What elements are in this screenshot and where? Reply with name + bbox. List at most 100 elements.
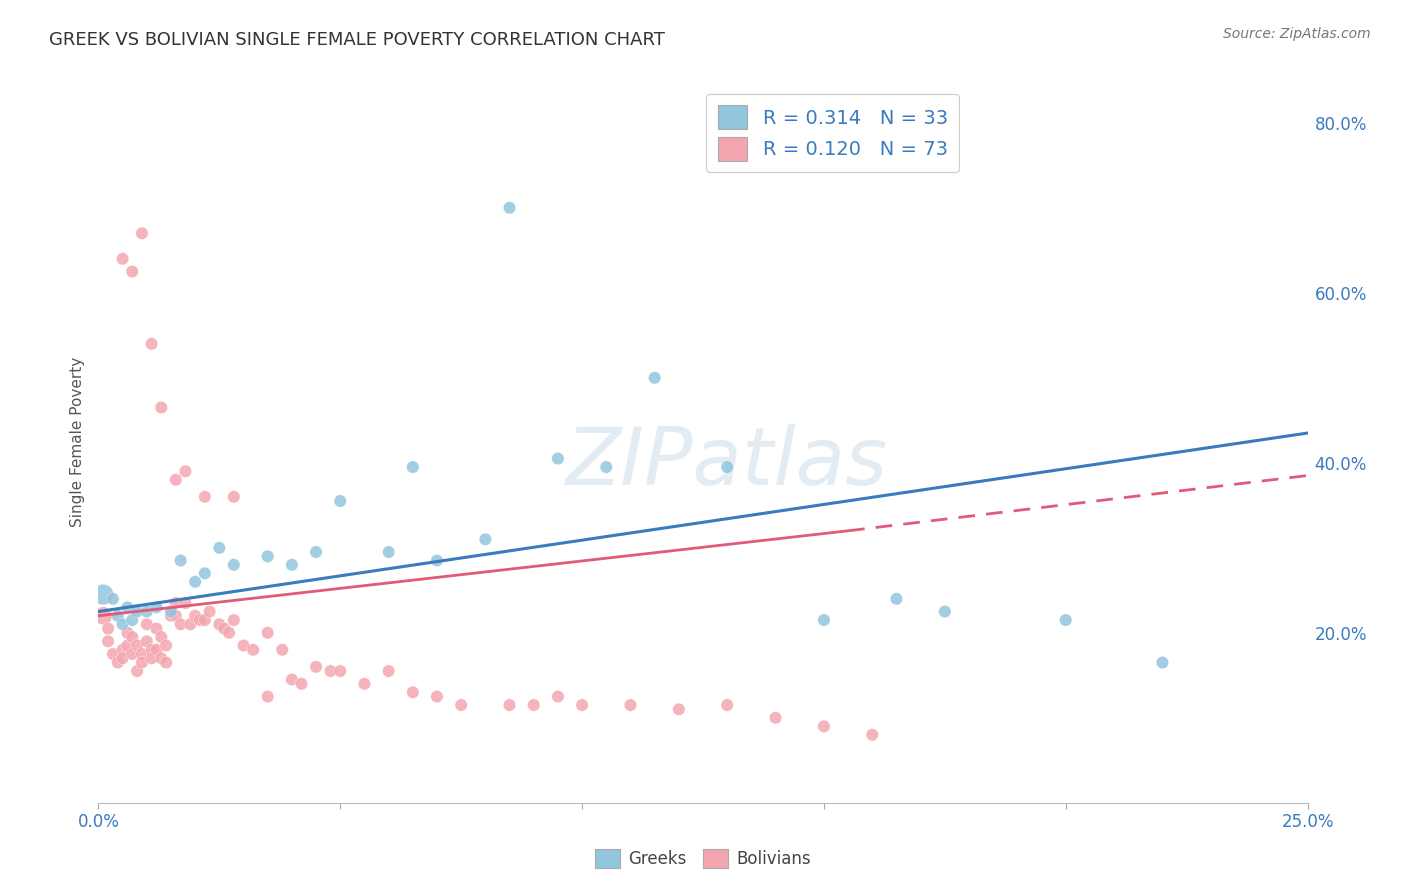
- Point: [595, 460, 617, 475]
- Point: [117, 625, 139, 640]
- Point: [127, 664, 149, 678]
- Point: [131, 656, 153, 670]
- Point: [377, 545, 399, 559]
- Point: [353, 677, 375, 691]
- Point: [194, 490, 217, 504]
- Point: [474, 533, 496, 547]
- Point: [765, 711, 787, 725]
- Point: [813, 613, 835, 627]
- Point: [256, 690, 278, 704]
- Point: [305, 660, 328, 674]
- Point: [111, 651, 134, 665]
- Point: [218, 625, 240, 640]
- Point: [145, 600, 167, 615]
- Point: [155, 639, 177, 653]
- Y-axis label: Single Female Poverty: Single Female Poverty: [69, 357, 84, 526]
- Point: [141, 651, 163, 665]
- Point: [127, 639, 149, 653]
- Point: [145, 642, 167, 657]
- Point: [145, 622, 167, 636]
- Point: [141, 336, 163, 351]
- Point: [319, 664, 342, 678]
- Point: [127, 605, 149, 619]
- Point: [498, 698, 520, 712]
- Point: [121, 630, 143, 644]
- Point: [212, 622, 235, 636]
- Point: [107, 656, 129, 670]
- Point: [329, 494, 352, 508]
- Point: [111, 642, 134, 657]
- Point: [619, 698, 641, 712]
- Point: [290, 677, 312, 691]
- Point: [281, 673, 304, 687]
- Point: [271, 642, 294, 657]
- Point: [198, 605, 221, 619]
- Point: [571, 698, 593, 712]
- Point: [194, 566, 217, 581]
- Point: [131, 647, 153, 661]
- Point: [222, 613, 245, 627]
- Text: Source: ZipAtlas.com: Source: ZipAtlas.com: [1223, 27, 1371, 41]
- Point: [329, 664, 352, 678]
- Point: [121, 647, 143, 661]
- Point: [135, 605, 157, 619]
- Point: [155, 656, 177, 670]
- Point: [111, 252, 134, 266]
- Point: [131, 227, 153, 241]
- Point: [194, 613, 217, 627]
- Point: [523, 698, 546, 712]
- Point: [232, 639, 254, 653]
- Point: [426, 690, 449, 704]
- Point: [160, 608, 183, 623]
- Legend: Greeks, Bolivians: Greeks, Bolivians: [588, 843, 818, 875]
- Point: [91, 588, 114, 602]
- Point: [547, 451, 569, 466]
- Point: [169, 617, 191, 632]
- Point: [169, 553, 191, 567]
- Point: [256, 549, 278, 564]
- Point: [644, 371, 666, 385]
- Point: [150, 630, 173, 644]
- Point: [184, 574, 207, 589]
- Point: [281, 558, 304, 572]
- Legend: R = 0.314   N = 33, R = 0.120   N = 73: R = 0.314 N = 33, R = 0.120 N = 73: [706, 94, 959, 172]
- Point: [150, 401, 173, 415]
- Point: [222, 490, 245, 504]
- Point: [174, 596, 197, 610]
- Point: [1054, 613, 1077, 627]
- Point: [121, 264, 143, 278]
- Point: [813, 719, 835, 733]
- Point: [165, 596, 187, 610]
- Point: [160, 605, 183, 619]
- Point: [208, 617, 231, 632]
- Point: [426, 553, 449, 567]
- Point: [97, 622, 120, 636]
- Point: [208, 541, 231, 555]
- Point: [860, 728, 883, 742]
- Text: GREEK VS BOLIVIAN SINGLE FEMALE POVERTY CORRELATION CHART: GREEK VS BOLIVIAN SINGLE FEMALE POVERTY …: [49, 31, 665, 49]
- Point: [107, 608, 129, 623]
- Point: [101, 591, 124, 606]
- Point: [121, 613, 143, 627]
- Point: [305, 545, 328, 559]
- Point: [450, 698, 472, 712]
- Point: [402, 460, 425, 475]
- Point: [886, 591, 908, 606]
- Point: [402, 685, 425, 699]
- Point: [111, 617, 134, 632]
- Point: [150, 651, 173, 665]
- Point: [101, 647, 124, 661]
- Point: [135, 634, 157, 648]
- Text: ZIPatlas: ZIPatlas: [567, 425, 889, 502]
- Point: [222, 558, 245, 572]
- Point: [135, 617, 157, 632]
- Point: [668, 702, 690, 716]
- Point: [97, 634, 120, 648]
- Point: [498, 201, 520, 215]
- Point: [91, 608, 114, 623]
- Point: [117, 639, 139, 653]
- Point: [141, 642, 163, 657]
- Point: [184, 608, 207, 623]
- Point: [934, 605, 956, 619]
- Point: [117, 600, 139, 615]
